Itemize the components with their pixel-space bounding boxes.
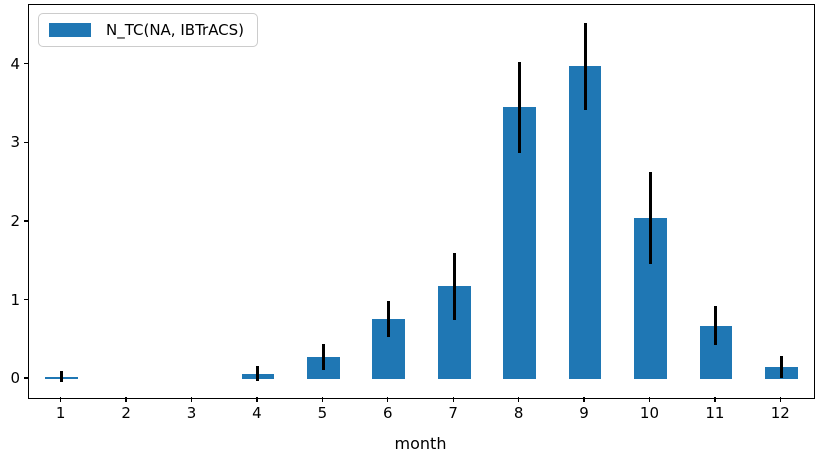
x-tick-label-4: 4 [252, 404, 262, 422]
y-tick-mark-1 [23, 298, 28, 301]
y-tick-mark-4 [23, 63, 28, 65]
y-tick-mark-0 [23, 377, 28, 379]
legend-label: N_TC(NA, IBTrACS) [106, 21, 245, 39]
plot-area: N_TC(NA, IBTrACS) [28, 4, 815, 399]
errorbar-month-11 [714, 306, 718, 346]
x-tick-mark-10 [648, 397, 651, 402]
x-tick-label-5: 5 [317, 404, 328, 422]
y-tick-label-0: 0 [10, 369, 20, 388]
errorbar-month-9 [583, 23, 587, 110]
x-tick-label-9: 9 [579, 404, 589, 422]
x-tick-mark-4 [256, 397, 258, 402]
y-tick-label-2: 2 [10, 211, 20, 230]
x-tick-label-12: 12 [770, 404, 790, 422]
x-tick-mark-5 [321, 397, 324, 402]
bar-month-9 [568, 66, 602, 380]
errorbar-month-12 [779, 356, 783, 379]
x-tick-label-8: 8 [513, 404, 524, 422]
x-tick-label-7: 7 [448, 404, 458, 422]
x-tick-label-10: 10 [639, 404, 659, 422]
errorbar-month-8 [518, 61, 522, 153]
y-tick-label-4: 4 [10, 54, 20, 73]
y-tick-label-3: 3 [10, 133, 20, 152]
x-tick-mark-11 [714, 397, 716, 402]
x-tick-mark-3 [190, 397, 193, 402]
errorbar-month-10 [648, 172, 652, 264]
x-tick-mark-2 [125, 397, 127, 402]
x-tick-label-6: 6 [383, 404, 393, 422]
x-tick-mark-1 [60, 397, 62, 402]
x-tick-label-3: 3 [186, 404, 197, 422]
legend-swatch [49, 23, 91, 37]
y-tick-mark-3 [23, 141, 28, 143]
y-tick-label-1: 1 [10, 290, 20, 309]
errorbar-month-5 [321, 343, 325, 371]
x-tick-mark-12 [779, 397, 781, 402]
x-tick-label-2: 2 [121, 404, 131, 422]
x-tick-mark-7 [452, 397, 454, 402]
errorbar-month-4 [256, 365, 260, 382]
x-tick-label-1: 1 [55, 404, 66, 422]
x-tick-label-11: 11 [705, 404, 725, 422]
x-axis-title: month [394, 434, 447, 453]
x-tick-mark-8 [517, 397, 520, 402]
legend: N_TC(NA, IBTrACS) [38, 13, 259, 47]
errorbar-month-7 [452, 252, 456, 321]
x-tick-mark-6 [387, 397, 389, 402]
x-tick-mark-9 [583, 397, 585, 402]
errorbar-month-1 [60, 371, 64, 383]
y-tick-mark-2 [23, 220, 28, 222]
errorbar-month-6 [387, 301, 391, 338]
